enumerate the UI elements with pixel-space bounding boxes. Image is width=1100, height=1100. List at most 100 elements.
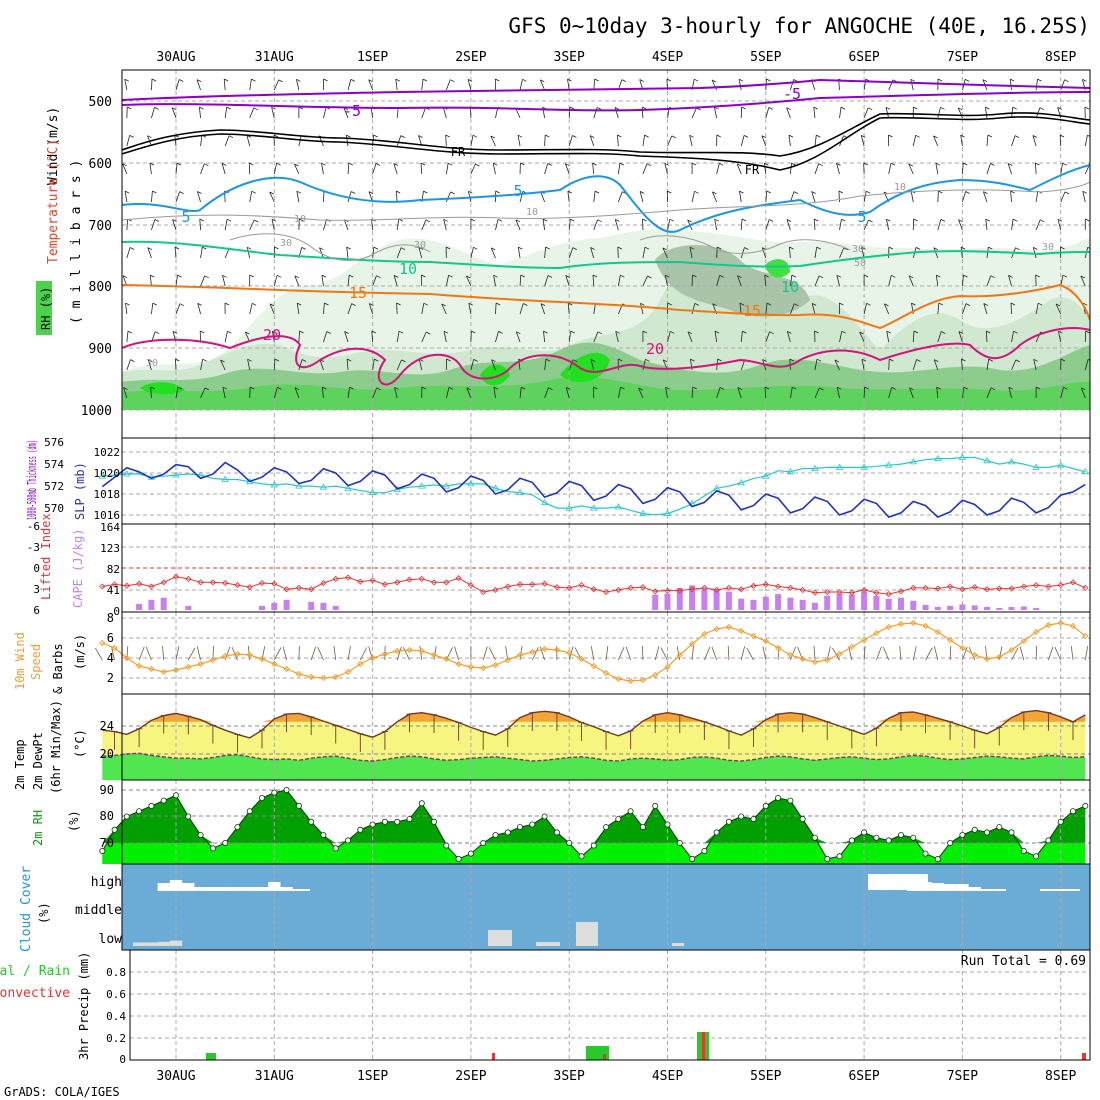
- rh-contour-lines: [122, 181, 1090, 262]
- date-label: 2SEP: [455, 50, 486, 65]
- wind-barb: [883, 646, 890, 661]
- wind-barb: [1019, 646, 1025, 661]
- cloud-high-bar: [219, 887, 232, 891]
- rh-point: [799, 816, 806, 823]
- contour-label: -5: [783, 85, 801, 103]
- thickness-point: [884, 461, 893, 468]
- rh-point: [590, 842, 597, 849]
- contour-label: -5: [343, 102, 361, 120]
- cape-bar: [185, 605, 192, 610]
- svg-text:2m DewPt: 2m DewPt: [31, 732, 45, 790]
- li-point: [246, 584, 253, 591]
- dewpoint-fill: [102, 753, 1086, 780]
- li-point: [148, 583, 155, 590]
- temperature-contours: [122, 78, 1090, 386]
- wind-barb: [145, 646, 152, 661]
- wind-point: [664, 663, 671, 671]
- cloud-low-bar: [133, 942, 146, 946]
- rh-point: [467, 850, 474, 857]
- svg-text:0.4: 0.4: [106, 1010, 126, 1023]
- cloud-cover-bars: [133, 874, 1080, 946]
- wind10-panel: 2 4 6 8 10m Wind Speed & Barbs (m/s): [13, 611, 1091, 695]
- thickness-point: [516, 488, 524, 496]
- li-point: [258, 579, 266, 587]
- rh-point: [308, 818, 315, 825]
- svg-text:-3: -3: [27, 541, 40, 554]
- cape-bar: [148, 599, 155, 610]
- svg-text:82: 82: [107, 563, 120, 576]
- rh-light-fill: [102, 790, 1086, 864]
- contour-plus20: [122, 327, 1090, 386]
- wind-barb: [949, 645, 952, 661]
- svg-text:(m/s): (m/s): [73, 634, 87, 670]
- cloud-high-bar: [169, 880, 183, 891]
- rh-point: [861, 829, 868, 836]
- date-label: 4SEP: [652, 50, 683, 65]
- rh-point: [971, 826, 978, 833]
- li-point: [811, 589, 819, 596]
- cape-bar: [922, 604, 929, 610]
- contour-label: 10: [526, 207, 538, 218]
- thickness-point: [835, 463, 844, 470]
- svg-text:Speed: Speed: [29, 644, 43, 680]
- wind-barb: [642, 645, 644, 661]
- wind-point: [443, 655, 450, 663]
- precip-bars: [206, 1032, 1086, 1060]
- cloud-bar: [1040, 889, 1080, 891]
- date-label: 3SEP: [554, 50, 585, 65]
- cloud-high-bar: [182, 883, 195, 891]
- li-point: [430, 579, 438, 586]
- rh-point: [418, 800, 425, 807]
- svg-text:500: 500: [89, 95, 112, 110]
- rh-point: [701, 848, 708, 855]
- rh-point: [615, 816, 622, 823]
- contour-label: 15: [743, 302, 761, 320]
- rh-point: [541, 813, 548, 820]
- cape-bar: [308, 601, 315, 610]
- wind-barb: [625, 646, 632, 661]
- svg-text:800: 800: [89, 280, 112, 295]
- li-point: [418, 575, 425, 582]
- wind-point: [774, 644, 782, 652]
- contour-label: 5: [181, 208, 190, 226]
- rh-point: [283, 787, 290, 794]
- wind-barb: [539, 646, 546, 661]
- wind-point: [860, 636, 868, 644]
- wind-barb: [605, 646, 609, 661]
- wind-point: [873, 629, 880, 637]
- wind-barb: [962, 646, 968, 661]
- wind-point: [762, 637, 769, 645]
- date-label: 1SEP: [357, 50, 388, 65]
- wind-point: [320, 674, 327, 682]
- thickness-point: [98, 472, 106, 479]
- run-total: Run Total = 0.69: [961, 954, 1086, 969]
- cape-bar: [898, 597, 904, 610]
- thickness-point: [172, 471, 180, 478]
- svg-text:2m RH: 2m RH: [31, 810, 45, 846]
- svg-text:20: 20: [100, 747, 114, 761]
- contour-plus15: [122, 283, 1090, 330]
- li-point: [357, 578, 364, 585]
- thickness-point: [762, 472, 770, 479]
- rh-point: [320, 832, 327, 839]
- wind-point: [283, 665, 290, 673]
- ylabel-cape: CAPE (J/kg): [71, 529, 85, 608]
- rh2m-markers: [99, 787, 1089, 862]
- wind-barb: [746, 647, 754, 661]
- li-point: [271, 580, 278, 587]
- thickness-point: [123, 470, 131, 477]
- rh-point: [492, 832, 499, 839]
- date-label: 30AUG: [156, 50, 195, 65]
- wind-barb: [403, 647, 410, 661]
- contour-label: 30: [280, 238, 292, 249]
- wind-barb: [482, 646, 488, 661]
- wind-point: [824, 656, 831, 664]
- wind-point: [394, 647, 401, 655]
- upper-air-panel: -5 -5 FR FR 5 5 5 10 10 15 15 20 20 10 1…: [36, 69, 1091, 439]
- precip-panel: Run Total = 0.69 0 0.2 0.4 0.6 0.8 Total…: [0, 949, 1091, 1066]
- li-point: [406, 576, 413, 583]
- rh-point: [922, 850, 929, 857]
- li-point: [99, 583, 106, 590]
- wind-point: [258, 655, 266, 663]
- cape-li-panel: -6 -3 0 3 6 164 123 82 41 0 Lifted Index…: [27, 513, 1091, 618]
